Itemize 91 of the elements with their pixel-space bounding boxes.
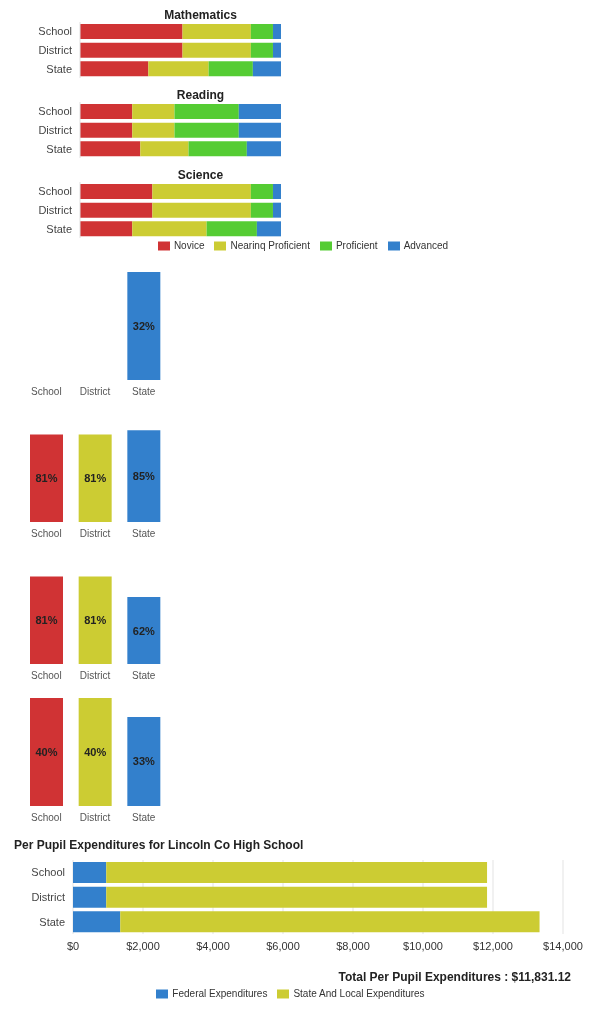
data-label: 40% bbox=[35, 746, 58, 758]
x-tick-label: $4,000 bbox=[196, 939, 230, 952]
x-tick-label: District bbox=[79, 386, 111, 398]
x-tick-label: $2,000 bbox=[126, 939, 160, 952]
data-label: 85% bbox=[132, 470, 156, 483]
bar bbox=[246, 141, 281, 157]
y-tick-label: State bbox=[46, 142, 72, 155]
bar bbox=[250, 42, 273, 58]
bar bbox=[80, 104, 133, 119]
bar bbox=[80, 24, 183, 39]
bar bbox=[120, 911, 540, 933]
data-label: 81% bbox=[84, 614, 107, 627]
bar bbox=[132, 221, 207, 237]
bar bbox=[238, 104, 281, 119]
bar bbox=[250, 184, 273, 199]
data-label: 81% bbox=[35, 614, 58, 627]
bar bbox=[272, 184, 281, 199]
legend-label: Advanced bbox=[403, 240, 449, 251]
bar bbox=[148, 61, 209, 77]
bar bbox=[252, 61, 281, 77]
x-tick-label: District bbox=[79, 528, 111, 540]
y-tick-label: School bbox=[38, 25, 72, 38]
x-tick-label: State bbox=[131, 812, 156, 824]
bar bbox=[208, 61, 253, 77]
chart-title: Science bbox=[176, 168, 225, 182]
bar bbox=[152, 202, 251, 218]
bar bbox=[80, 221, 133, 237]
x-tick-label: State bbox=[131, 670, 156, 682]
chart-title: Per Pupil Expenditures for Lincoln Co High School bbox=[13, 838, 305, 852]
bar bbox=[272, 24, 281, 39]
bar bbox=[152, 184, 251, 199]
data-label: 33% bbox=[132, 755, 156, 768]
bar bbox=[80, 184, 153, 199]
bar bbox=[80, 141, 141, 157]
x-tick-label: $0 bbox=[66, 939, 80, 952]
text: Total Per Pupil Expenditures : $11,831.12 bbox=[337, 970, 571, 984]
x-tick-label: $14,000 bbox=[543, 939, 583, 952]
bar bbox=[272, 42, 281, 58]
data-label: 40% bbox=[84, 746, 107, 758]
x-tick-label: State bbox=[131, 386, 156, 398]
chart-title: Reading bbox=[175, 88, 226, 102]
bar bbox=[106, 886, 488, 908]
bar bbox=[250, 202, 273, 218]
bar bbox=[80, 202, 153, 218]
legend-label: State And Local Expenditures bbox=[293, 988, 425, 999]
y-tick-label: School bbox=[38, 185, 72, 198]
bar bbox=[174, 104, 239, 119]
bar bbox=[80, 42, 183, 58]
y-tick-label: District bbox=[38, 123, 72, 136]
bar bbox=[132, 122, 175, 138]
bar bbox=[73, 862, 107, 883]
x-tick-label: $8,000 bbox=[336, 939, 370, 952]
bar bbox=[256, 221, 281, 237]
bar bbox=[132, 104, 175, 119]
y-tick-label: School bbox=[38, 105, 72, 118]
y-tick-label: State bbox=[46, 62, 72, 75]
x-tick-label: $6,000 bbox=[266, 939, 300, 952]
bar bbox=[140, 141, 189, 157]
bar bbox=[80, 61, 149, 77]
y-tick-label: School bbox=[31, 866, 65, 879]
bar bbox=[80, 122, 133, 138]
data-label: 81% bbox=[35, 472, 58, 485]
legend-label: Federal Expenditures bbox=[172, 988, 268, 999]
bar bbox=[238, 122, 281, 138]
bar bbox=[106, 862, 488, 883]
x-tick-label: $12,000 bbox=[473, 939, 513, 952]
bar bbox=[188, 141, 247, 157]
chart-title: Mathematics bbox=[163, 8, 238, 22]
bar bbox=[73, 886, 107, 908]
bar bbox=[182, 42, 251, 58]
x-tick-label: District bbox=[79, 812, 111, 824]
data-label: 32% bbox=[132, 320, 156, 332]
y-tick-label: District bbox=[38, 43, 72, 56]
y-tick-label: State bbox=[46, 222, 72, 235]
legend-label: Nearinq Proficient bbox=[230, 240, 310, 251]
data-label: 81% bbox=[84, 472, 107, 485]
y-tick-label: State bbox=[39, 915, 65, 928]
bar bbox=[206, 221, 257, 237]
x-tick-label: $10,000 bbox=[403, 939, 443, 952]
y-tick-label: District bbox=[31, 890, 65, 903]
bar bbox=[182, 24, 251, 39]
bar bbox=[250, 24, 273, 39]
x-tick-label: State bbox=[131, 528, 156, 540]
bar bbox=[272, 202, 281, 218]
bar bbox=[174, 122, 239, 138]
y-tick-label: District bbox=[38, 203, 72, 216]
x-tick-label: District bbox=[79, 670, 111, 682]
legend-label: Novice bbox=[173, 240, 205, 251]
bar bbox=[73, 911, 121, 933]
legend-label: Proficient bbox=[335, 240, 378, 251]
data-label: 62% bbox=[132, 624, 156, 637]
